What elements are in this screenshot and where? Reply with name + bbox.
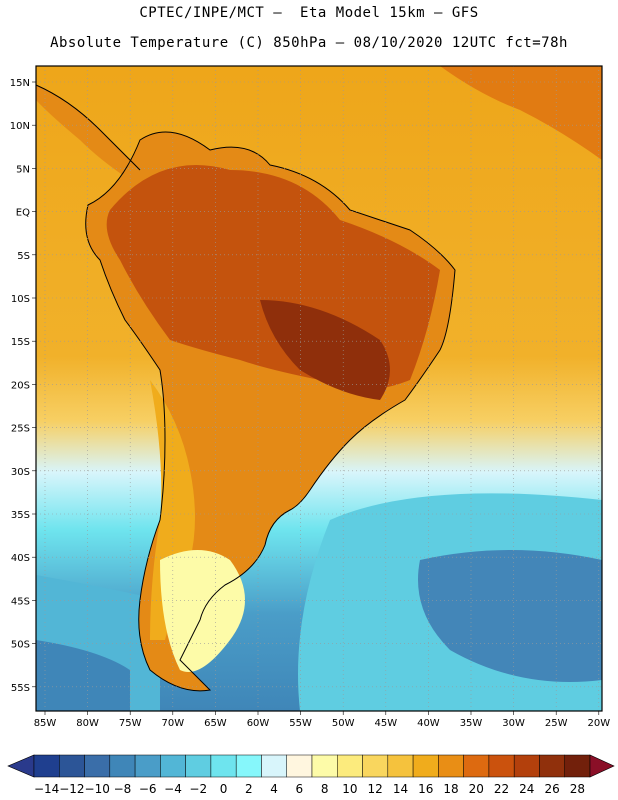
colorbar-label: 14 [393,782,408,796]
colorbar-label: 20 [469,782,484,796]
lat-label: 25S [11,424,30,435]
colorbar-label: −12 [59,782,84,796]
colorbar-swatch [286,754,313,778]
lon-label: 40W [417,718,440,729]
grid-lines [32,66,602,715]
lat-label: 5N [16,164,30,175]
colorbar-swatch [311,754,338,778]
colorbar-label: 26 [544,782,559,796]
lon-label: 80W [76,718,99,729]
colorbar-label: 24 [519,782,534,796]
colorbar-label: −10 [85,782,110,796]
lon-label: 25W [545,718,568,729]
lat-label: 10N [10,121,30,132]
lat-label: EQ [16,208,30,219]
colorbar-label: 4 [270,782,278,796]
lat-label: 30S [11,467,30,478]
colorbar-swatch [564,754,591,778]
colorbar-label: 8 [321,782,329,796]
colorbar-label: 16 [418,782,433,796]
colorbar-swatch [235,754,262,778]
title-line-1: CPTEC/INPE/MCT – Eta Model 15km – GFS [139,5,479,21]
colorbar-label: −4 [164,782,182,796]
lon-label: 35W [460,718,483,729]
lon-label: 45W [374,718,397,729]
colorbar-under-arrow [7,754,35,778]
lon-label: 55W [289,718,312,729]
longitude-labels: 85W 80W 75W 70W 65W 60W 55W 50W 45W 40W 35W 30W 25W 2… [34,718,611,729]
lat-label: 15S [11,337,30,348]
lat-label: 10S [11,294,30,305]
colorbar-swatch [412,754,439,778]
colorbar-label: 0 [220,782,228,796]
central-america-land [36,85,140,180]
colorbar-swatch [134,754,161,778]
colorbar-swatch [109,754,136,778]
colorbar-swatch [438,754,464,778]
colorbar-swatch [337,754,363,778]
caribbean-warm-area [440,66,602,160]
colorbar-label: 28 [570,782,585,796]
hottest-area [260,300,390,400]
colorbar-label: 2 [245,782,253,796]
lon-label: 50W [332,718,355,729]
colorbar-swatch [362,754,389,778]
patagonia-cool-area [160,550,245,672]
colorbar-swatch [84,754,111,778]
lon-label: 60W [247,718,270,729]
colorbar-label: −14 [34,782,59,796]
colorbar-label: −8 [114,782,132,796]
temperature-field [36,66,602,711]
colorbar-swatch [488,754,515,778]
title-line-2: Absolute Temperature (C) 850hPa – 08/10/… [50,35,568,51]
lon-label: 30W [502,718,525,729]
colorbar-swatch [33,754,60,778]
colorbar-swatch [59,754,85,778]
south-america-coastline [85,131,456,692]
colorbar-swatch [463,754,490,778]
south-pacific-colder-area [36,640,130,711]
colorbar-label: 18 [443,782,458,796]
coastlines [35,84,456,692]
colorbar-swatch [261,754,287,778]
colorbar-swatch [185,754,212,778]
lat-label: 5S [17,251,30,262]
latitude-labels: 15N 10N 5N EQ 5S 10S 15S 20S 25S 30S 35S 40S 45S 50S 5… [10,78,30,694]
colorbar-swatch [160,754,186,778]
colorbar: −14 −12 −10 −8 −6 −4 −2 0 2 4 6 8 10 12 14 16 18 20 22 24 26… [7,754,615,796]
colorbar-label: 6 [296,782,304,796]
lat-label: 40S [11,553,30,564]
lat-label: 35S [11,510,30,521]
lat-label: 55S [11,683,30,694]
lat-label: 20S [11,380,30,391]
colorbar-label: −6 [139,782,157,796]
colorbar-label: 12 [368,782,383,796]
lon-label: 20W [587,718,610,729]
lon-label: 75W [119,718,142,729]
central-america-coastline [35,84,141,171]
colorbar-swatch [513,754,540,778]
lon-label: 70W [161,718,184,729]
colorbar-swatch [387,754,414,778]
colorbar-label: 10 [342,782,357,796]
colorbar-over-arrow [589,754,615,778]
colorbar-label: 22 [494,782,509,796]
lat-label: 15N [10,78,30,89]
lat-label: 45S [11,596,30,607]
lat-label: 50S [11,640,30,651]
colorbar-swatch [539,754,565,778]
lon-label: 85W [34,718,57,729]
map-frame [35,65,603,712]
colorbar-swatch [210,754,237,778]
colorbar-label: −2 [189,782,207,796]
lon-label: 65W [204,718,227,729]
